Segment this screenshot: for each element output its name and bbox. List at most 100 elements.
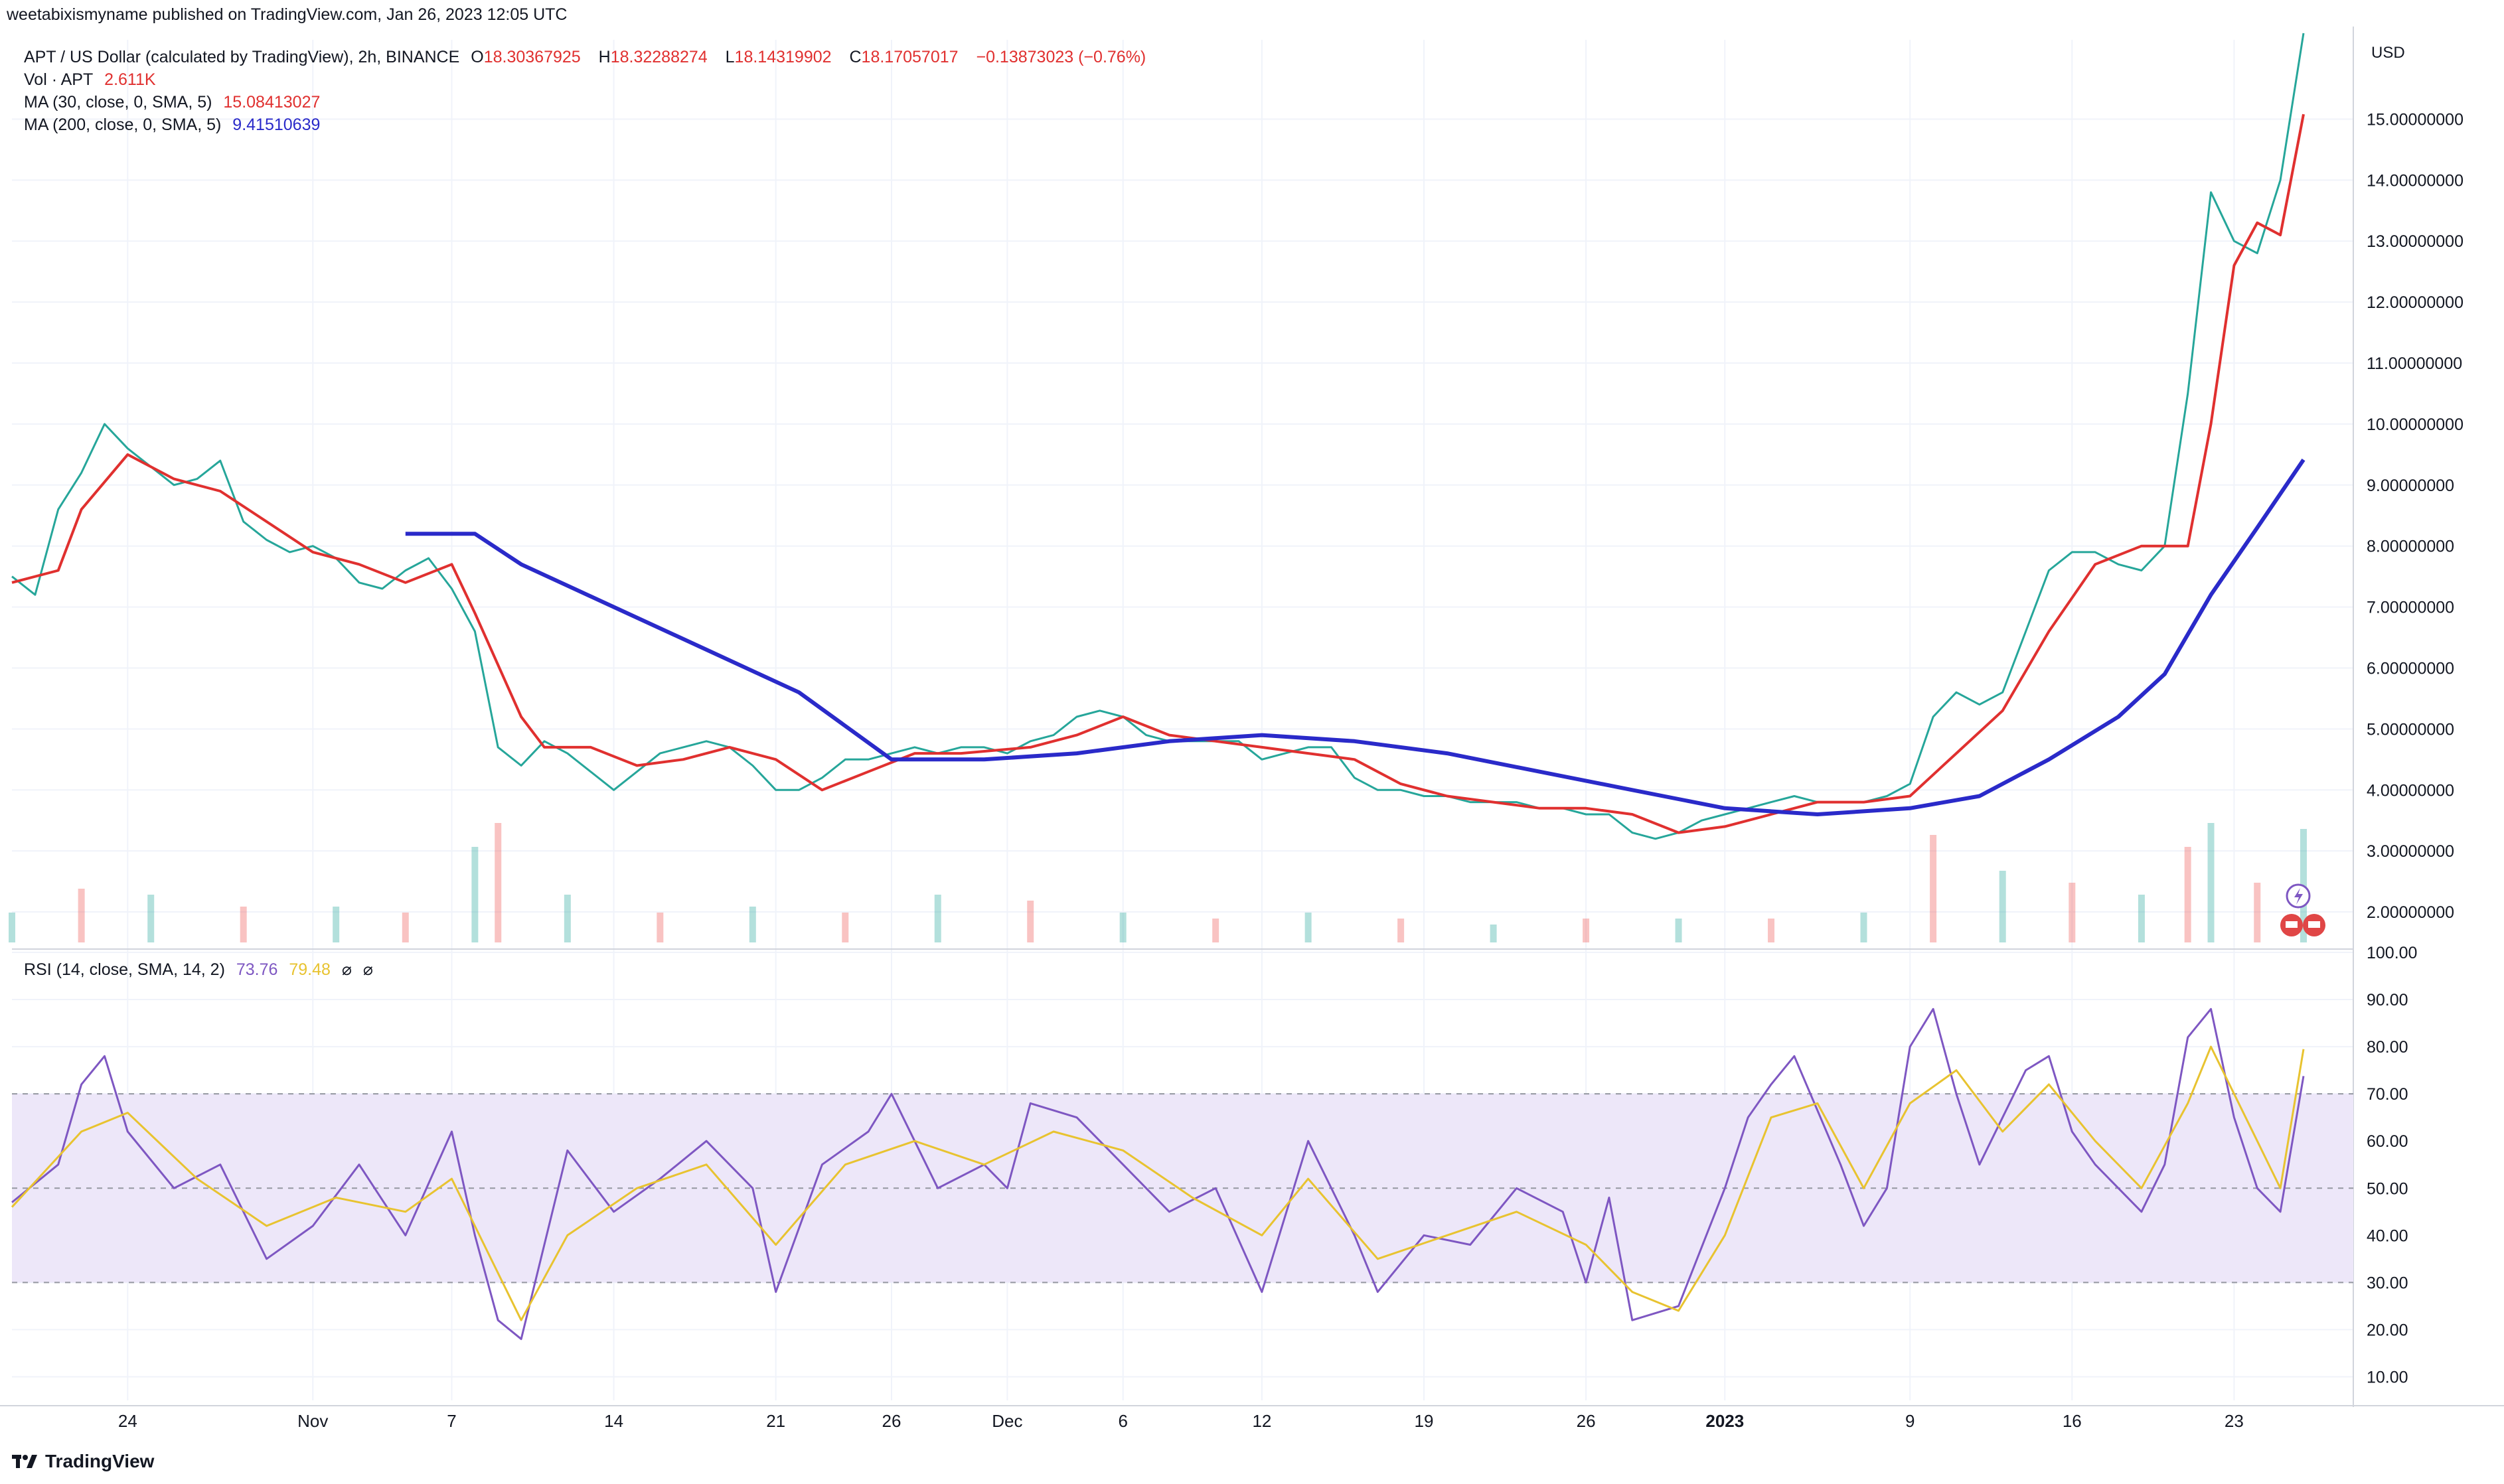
price-tick-label: 11.00000000	[2367, 354, 2462, 373]
rsi-tick-label: 50.00	[2367, 1179, 2408, 1198]
time-tick-label: Dec	[992, 1411, 1022, 1431]
symbol-legend[interactable]: APT / US Dollar (calculated by TradingVi…	[24, 48, 1152, 67]
price-tick-label: 2.00000000	[2367, 903, 2454, 922]
price-tick-label: 12.00000000	[2367, 293, 2464, 312]
volume-bar	[749, 907, 756, 942]
volume-bar	[2254, 883, 2261, 942]
rsi-guide-lines	[12, 1093, 2353, 1284]
ma200-line	[405, 459, 2306, 816]
hidden-value-icon: ⌀	[341, 960, 352, 979]
close-label: C	[849, 48, 862, 66]
volume-bar	[2184, 847, 2191, 942]
volume-bar	[78, 889, 85, 942]
volume-bar	[1860, 913, 1867, 942]
change-value: −0.13873023 (−0.76%)	[976, 48, 1146, 66]
high-value: 18.32288274	[610, 48, 708, 66]
hidden-value-icon: ⌀	[362, 960, 373, 979]
lightning-glyph-icon	[2294, 888, 2303, 905]
volume-bar	[1768, 919, 1775, 942]
ohlc-low: L18.14319902	[726, 48, 838, 66]
flag-glyph-icon	[2308, 921, 2320, 928]
volume-label: Vol · APT	[24, 70, 94, 89]
price-tick-label: 4.00000000	[2367, 781, 2454, 800]
volume-bar	[2138, 895, 2145, 942]
currency-label: USD	[2371, 44, 2405, 62]
volume-bar	[147, 895, 155, 942]
volume-bar	[2207, 823, 2215, 942]
price-tick-label: 8.00000000	[2367, 538, 2454, 556]
ohlc-open: O18.30367925	[471, 48, 587, 66]
ma200-label: MA (200, close, 0, SMA, 5)	[24, 115, 222, 134]
rsi-tick-label: 30.00	[2367, 1274, 2408, 1292]
price-line	[11, 33, 2305, 840]
rsi-ma-line	[11, 1045, 2305, 1321]
volume-bar	[1490, 925, 1497, 942]
time-tick-label: 23	[2225, 1411, 2244, 1431]
close-value: 18.17057017	[861, 48, 959, 66]
rsi-tick-label: 40.00	[2367, 1226, 2408, 1245]
price-axis[interactable]: 15.00000000 14.00000000 13.00000000 12.0000…	[2367, 110, 2464, 922]
volume-bar	[1304, 913, 1312, 942]
volume-bar	[1212, 919, 1219, 942]
brand-footer[interactable]: TradingView	[12, 1451, 154, 1472]
ohlc-close: C18.17057017	[849, 48, 965, 66]
volume-bar	[1119, 913, 1127, 942]
open-label: O	[471, 48, 484, 66]
price-tick-label: 5.00000000	[2367, 720, 2454, 739]
time-tick-label: 24	[118, 1411, 137, 1431]
high-label: H	[598, 48, 611, 66]
published-info: weetabixismyname published on TradingVie…	[7, 5, 568, 24]
ma200-legend[interactable]: MA (200, close, 0, SMA, 5) 9.41510639	[24, 115, 327, 135]
price-tick-label: 15.00000000	[2367, 110, 2464, 129]
rsi-tick-label: 70.00	[2367, 1085, 2408, 1104]
time-tick-label: Nov	[297, 1411, 328, 1431]
ma30-label: MA (30, close, 0, SMA, 5)	[24, 93, 212, 111]
rsi-axis[interactable]: 100.00 90.00 80.00 70.00 60.00 50.00 40.00 30.0…	[2367, 944, 2417, 1386]
ma200-value: 9.41510639	[232, 115, 321, 134]
time-axis[interactable]: 24 Nov 7 14 21 26 Dec 6 12 19 26 2023 9 16 23	[118, 1411, 2244, 1431]
volume-bar	[402, 913, 409, 942]
price-tick-label: 6.00000000	[2367, 659, 2454, 678]
ma30-legend[interactable]: MA (30, close, 0, SMA, 5) 15.08413027	[24, 93, 327, 112]
volume-bar	[1027, 901, 1034, 942]
rsi-tick-label: 90.00	[2367, 991, 2408, 1009]
time-tick-label: 2023	[1705, 1411, 1744, 1431]
low-value: 18.14319902	[734, 48, 832, 66]
time-tick-label: 21	[766, 1411, 785, 1431]
volume-bar	[495, 823, 502, 942]
volume-bar	[471, 847, 479, 942]
time-tick-label: 6	[1118, 1411, 1127, 1431]
price-tick-label: 7.00000000	[2367, 599, 2454, 617]
rsi-tick-label: 20.00	[2367, 1321, 2408, 1339]
ohlc-high: H18.32288274	[599, 48, 714, 66]
rsi-value: 73.76	[236, 960, 278, 979]
volume-bar	[1583, 919, 1590, 942]
rsi-tick-label: 60.00	[2367, 1132, 2408, 1151]
rsi-legend[interactable]: RSI (14, close, SMA, 14, 2) 73.76 79.48 …	[24, 960, 380, 980]
volume-bar	[657, 913, 664, 942]
price-tick-label: 3.00000000	[2367, 842, 2454, 861]
flag-glyph-icon	[2286, 921, 2298, 928]
volume-bar	[2069, 883, 2076, 942]
ma30-value: 15.08413027	[223, 93, 321, 111]
time-tick-label: 16	[2063, 1411, 2082, 1431]
rsi-line	[11, 1007, 2305, 1341]
time-tick-label: 12	[1252, 1411, 1271, 1431]
brand-name: TradingView	[45, 1451, 155, 1471]
time-tick-label: 14	[604, 1411, 623, 1431]
rsi-tick-label: 10.00	[2367, 1368, 2408, 1386]
time-tick-label: 19	[1415, 1411, 1434, 1431]
symbol-title: APT / US Dollar (calculated by TradingVi…	[24, 48, 460, 66]
rsi-tick-label: 80.00	[2367, 1038, 2408, 1057]
volume-value: 2.611K	[104, 70, 156, 89]
volume-legend[interactable]: Vol · APT 2.611K	[24, 70, 163, 90]
rsi-label: RSI (14, close, SMA, 14, 2)	[24, 960, 225, 979]
event-markers[interactable]	[2280, 883, 2325, 936]
volume-bar	[240, 907, 247, 942]
open-value: 18.30367925	[483, 48, 581, 66]
price-tick-label: 13.00000000	[2367, 232, 2464, 251]
time-tick-label: 26	[1577, 1411, 1596, 1431]
volume-bar	[564, 895, 571, 942]
volume-bar	[842, 913, 849, 942]
